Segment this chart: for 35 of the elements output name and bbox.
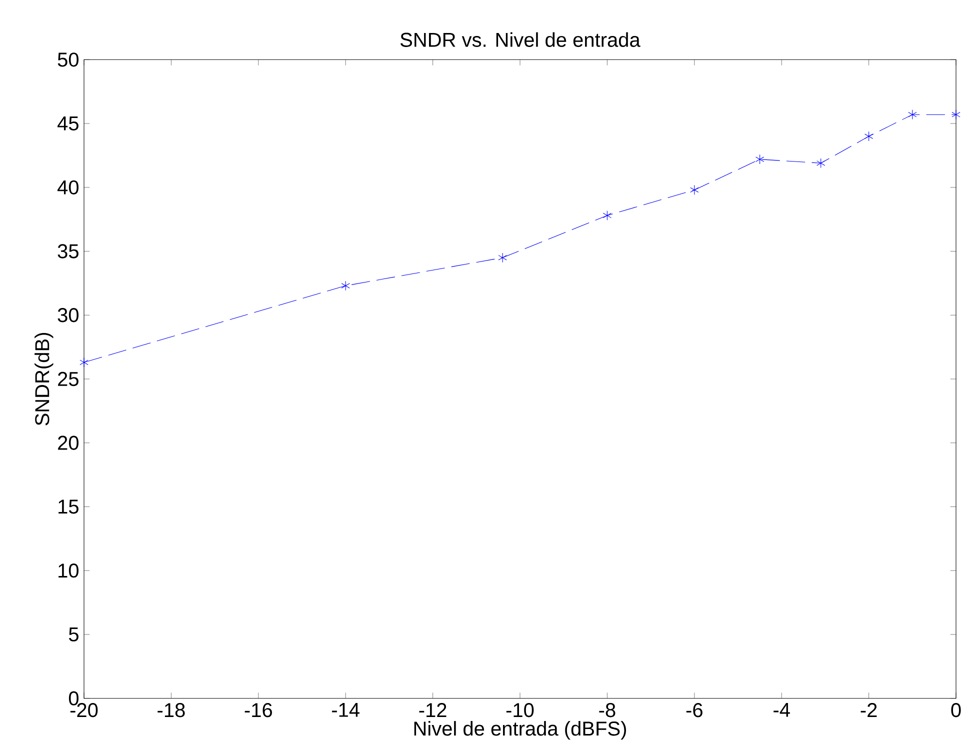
x-tick-label: -8 [599,703,616,718]
y-tick-label: 45 [58,116,78,130]
x-axis-title: Nivel de entrada (dBFS) [414,721,626,740]
point [690,185,699,195]
point [756,154,764,164]
x-tick-label: -12 [419,703,446,718]
x-tick-label: -18 [158,703,185,718]
point [908,110,917,120]
y-tick-label: 10 [58,564,78,578]
y-tick-label: 0 [68,691,78,706]
x-tick-label: -20 [70,703,98,718]
y-tick-label: 5 [68,627,78,642]
point [602,210,612,220]
x-tick-label: -16 [244,703,272,718]
point [864,131,874,142]
x-tick-label: -4 [774,703,790,717]
y-axis-title: SNDR(dB) [34,333,54,426]
y-tick-label: 35 [58,244,78,258]
point [80,357,88,368]
point [341,280,350,291]
point [498,252,507,263]
y-tick-label: 25 [58,372,78,386]
y-tick-label: 30 [58,308,78,322]
x-tick-label: -10 [506,703,534,718]
y-tick-label: 50 [58,52,78,67]
point [816,158,826,168]
point [952,110,960,120]
y-tick-label: 40 [58,180,78,194]
y-tick-label: 15 [58,500,78,514]
x-tick-label: -2 [860,703,877,718]
y-tick-label: 20 [58,436,78,450]
x-tick-label: -14 [332,703,360,717]
chart-title: SNDR vs. Nivel de entrada [400,32,640,47]
x-tick-label: -6 [686,703,702,718]
x-tick-label: 0 [951,703,961,718]
